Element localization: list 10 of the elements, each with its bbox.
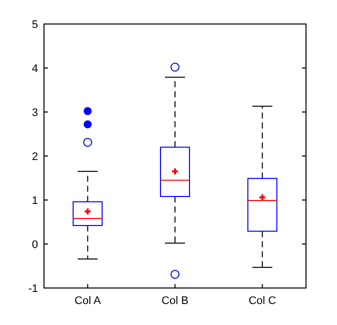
- x-tick-label: Col C: [248, 295, 276, 307]
- y-tick-label: 1: [32, 194, 38, 207]
- x-tick-label: Col B: [162, 295, 188, 307]
- y-tick-label: -1: [28, 282, 38, 295]
- y-tick-label: 2: [32, 150, 38, 163]
- y-tick-label: 3: [32, 106, 38, 119]
- y-tick-label: 4: [32, 62, 38, 75]
- y-tick-label: 0: [32, 238, 38, 251]
- y-tick-label: 5: [32, 18, 38, 31]
- x-tick-label: Col A: [74, 295, 102, 307]
